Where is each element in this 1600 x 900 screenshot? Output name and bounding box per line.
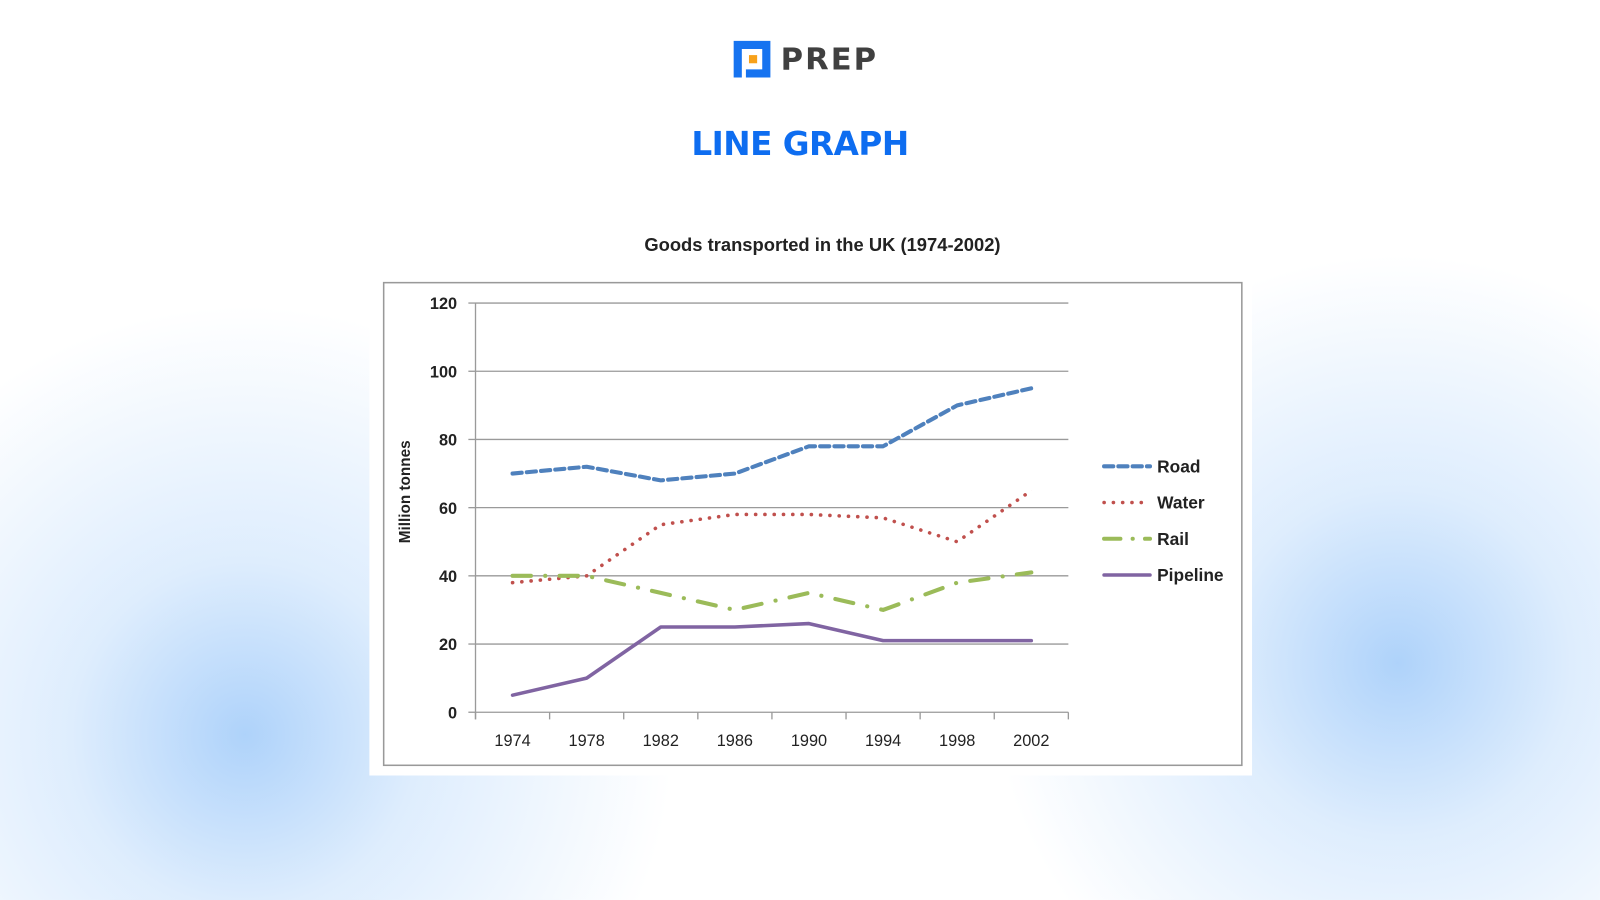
- legend-label: Rail: [1157, 529, 1189, 549]
- legend-label: Pipeline: [1157, 565, 1224, 585]
- y-axis-label: Million tonnes: [397, 440, 414, 543]
- y-tick-label: 100: [430, 363, 457, 381]
- x-tick-label: 1994: [865, 732, 901, 750]
- y-tick-label: 120: [430, 295, 457, 313]
- x-tick-label: 1974: [494, 732, 530, 750]
- legend-label: Water: [1157, 493, 1205, 513]
- y-tick-label: 20: [439, 636, 457, 654]
- y-tick-label: 0: [448, 704, 457, 722]
- brand-name: PREP: [780, 41, 879, 78]
- legend-label: Road: [1157, 456, 1200, 476]
- series-line-pipeline: [510, 621, 1034, 697]
- chart-title: Goods transported in the UK (1974-2002): [644, 234, 1001, 256]
- x-tick-label: 1986: [717, 732, 753, 750]
- y-tick-label: 60: [439, 500, 457, 518]
- series-line-road: [510, 386, 1034, 483]
- y-tick-label: 80: [439, 432, 457, 450]
- prep-logo: PREP: [732, 39, 879, 80]
- x-tick-label: 1978: [569, 732, 605, 750]
- page-heading: LINE GRAPH: [691, 124, 909, 164]
- x-tick-label: 1982: [643, 732, 679, 750]
- y-tick-label: 40: [439, 568, 457, 586]
- x-tick-label: 1998: [939, 732, 975, 750]
- chart-border: [382, 281, 1243, 767]
- x-tick-label: 1990: [791, 732, 827, 750]
- x-tick-label: 2002: [1013, 732, 1049, 750]
- prep-logo-icon: [733, 40, 771, 78]
